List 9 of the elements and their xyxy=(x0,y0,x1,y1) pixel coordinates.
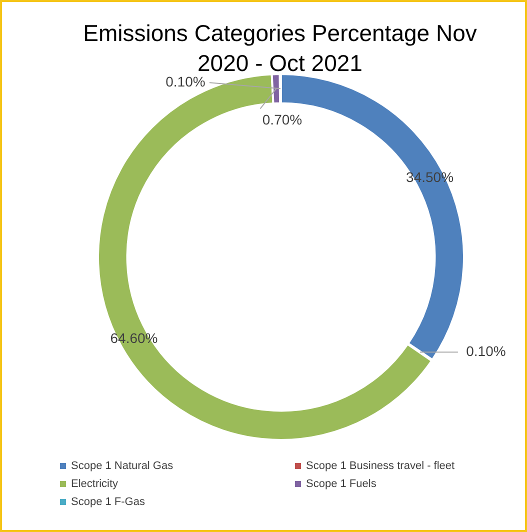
legend-label: Scope 1 Fuels xyxy=(306,478,376,490)
data-label: 0.10% xyxy=(166,74,206,90)
data-label: 0.70% xyxy=(262,112,302,128)
chart-title: Emissions Categories Percentage Nov 2020 - Oct 2021 xyxy=(82,19,478,76)
legend-label: Scope 1 Business travel - fleet xyxy=(306,460,455,472)
legend-label: Electricity xyxy=(71,478,118,490)
data-label: 0.10% xyxy=(466,342,506,359)
legend-label: Scope 1 F-Gas xyxy=(71,496,145,508)
legend-label: Scope 1 Natural Gas xyxy=(71,460,174,472)
